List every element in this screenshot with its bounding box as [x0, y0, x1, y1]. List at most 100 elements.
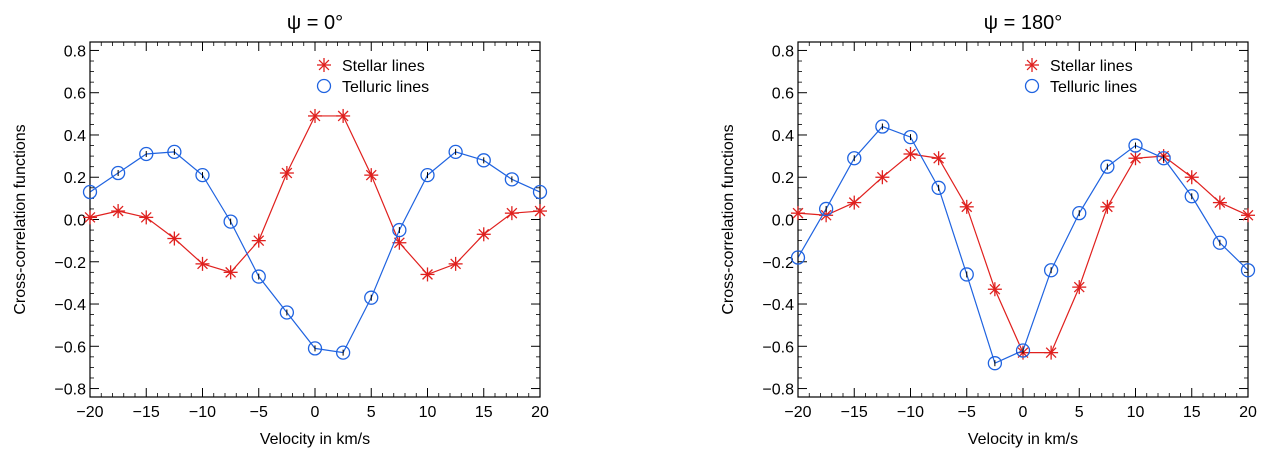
legend-marker-telluric-lines	[316, 78, 332, 94]
data-point-stellar-lines	[987, 282, 1002, 297]
data-point-stellar-lines	[931, 151, 946, 166]
x-tick-label: −15	[841, 404, 868, 421]
plot-frame	[89, 41, 541, 398]
data-point-telluric-lines	[875, 119, 890, 134]
data-point-stellar-lines	[420, 267, 435, 282]
x-tick-label: 15	[475, 404, 493, 421]
y-tick-label: 0.2	[772, 170, 794, 187]
data-point-stellar-lines	[195, 256, 210, 271]
series-stellar-lines	[83, 108, 547, 282]
data-point-stellar-lines	[1044, 345, 1059, 360]
chart-panel-psi-180: ψ = 180° −20 −15 −10 −5 0 5 10 15 20 −0.8 −0.6 −0.4 −…	[720, 12, 1257, 448]
x-tick-label: −20	[784, 404, 811, 421]
data-point-telluric-lines	[1015, 343, 1031, 358]
x-tick-label: 10	[419, 404, 437, 421]
legend-label-stellar-lines: Stellar lines	[342, 58, 425, 75]
y-axis-label: Cross-correlation functions	[720, 124, 737, 314]
data-point-stellar-lines	[279, 166, 294, 181]
y-tick-label: −0.8	[54, 382, 86, 399]
y-tick-label: −0.4	[54, 297, 86, 314]
data-point-telluric-lines	[903, 129, 918, 145]
series-telluric-lines	[790, 119, 1256, 371]
data-point-stellar-lines	[1241, 208, 1255, 223]
x-tick-label: 0	[1019, 404, 1028, 421]
data-point-stellar-lines	[83, 210, 97, 225]
x-tick-label: −5	[958, 404, 976, 421]
data-point-telluric-lines	[364, 290, 379, 305]
y-tick-label: −0.4	[762, 297, 794, 314]
data-point-stellar-lines	[364, 168, 379, 183]
chart-panel-psi-0: ψ = 0° −20 −15 −10 −5 0 5 10 15 20 −0.8 −0.6 −0.4 −0.…	[12, 12, 549, 448]
x-tick-label: 0	[311, 404, 320, 421]
x-tick-label: 5	[367, 404, 376, 421]
data-point-stellar-lines	[167, 231, 182, 246]
legend-label-stellar-lines: Stellar lines	[1050, 58, 1133, 75]
data-point-stellar-lines	[533, 204, 547, 219]
x-axis-label: Velocity in km/s	[968, 431, 1078, 448]
data-point-stellar-lines	[139, 210, 154, 225]
data-point-telluric-lines	[335, 345, 351, 360]
y-tick-label: −0.6	[54, 339, 86, 356]
y-tick-label: 0.4	[772, 128, 794, 145]
legend: Stellar lines Telluric lines	[316, 58, 429, 96]
series-line-stellar-lines	[797, 153, 1249, 354]
x-tick-label: 20	[1239, 404, 1257, 421]
series-telluric-lines	[82, 144, 548, 360]
data-point-telluric-lines	[1100, 159, 1115, 174]
data-point-stellar-lines	[448, 256, 463, 271]
data-point-stellar-lines	[903, 146, 918, 161]
data-point-stellar-lines	[111, 204, 126, 219]
data-point-stellar-lines	[336, 108, 351, 123]
x-tick-label: −20	[76, 404, 103, 421]
series-line-telluric-lines	[797, 125, 1249, 365]
data-point-telluric-lines	[847, 151, 862, 166]
data-point-stellar-lines	[847, 195, 862, 210]
y-tick-label: 0.2	[64, 170, 86, 187]
y-tick-label: 0.0	[772, 213, 794, 230]
chart-title: ψ = 0°	[287, 12, 343, 34]
data-point-stellar-lines	[476, 227, 491, 242]
x-tick-label: 10	[1127, 404, 1145, 421]
data-point-telluric-lines	[1156, 151, 1171, 166]
data-point-telluric-lines	[420, 167, 435, 183]
y-tick-label: 0.4	[64, 128, 86, 145]
data-point-telluric-lines	[1043, 263, 1059, 278]
y-tick-label: 0.0	[64, 213, 86, 230]
y-tick-label: −0.8	[762, 382, 794, 399]
x-tick-label: 15	[1183, 404, 1201, 421]
legend-marker-stellar-lines	[1025, 58, 1039, 72]
series-stellar-lines	[791, 146, 1255, 360]
data-point-telluric-lines	[139, 146, 154, 162]
data-point-stellar-lines	[251, 233, 266, 248]
data-point-stellar-lines	[1212, 195, 1227, 210]
data-point-telluric-lines	[392, 222, 407, 238]
data-point-telluric-lines	[790, 250, 806, 265]
chart-title: ψ = 180°	[984, 12, 1062, 34]
x-axis-label: Velocity in km/s	[260, 431, 370, 448]
data-point-stellar-lines	[875, 170, 890, 185]
data-point-telluric-lines	[223, 214, 238, 229]
data-point-stellar-lines	[959, 199, 974, 214]
data-point-telluric-lines	[82, 184, 98, 200]
y-tick-label: −0.2	[762, 255, 794, 272]
data-point-telluric-lines	[448, 144, 463, 160]
data-point-telluric-lines	[476, 153, 491, 168]
data-point-stellar-lines	[1128, 151, 1143, 166]
legend-marker-telluric-lines	[1024, 78, 1040, 94]
y-tick-label: 0.8	[64, 43, 86, 60]
y-tick-label: −0.2	[54, 255, 86, 272]
data-point-stellar-lines	[308, 108, 322, 123]
legend-label-telluric-lines: Telluric lines	[342, 79, 429, 96]
data-point-telluric-lines	[167, 144, 182, 160]
x-tick-label: 20	[531, 404, 549, 421]
data-point-stellar-lines	[1072, 280, 1087, 295]
x-tick-label: −10	[189, 404, 216, 421]
legend-label-telluric-lines: Telluric lines	[1050, 79, 1137, 96]
data-point-stellar-lines	[223, 265, 238, 280]
series-line-telluric-lines	[89, 151, 541, 354]
y-axis-label: Cross-correlation functions	[12, 124, 29, 314]
data-point-telluric-lines	[307, 341, 323, 356]
data-point-telluric-lines	[1128, 138, 1143, 153]
data-point-telluric-lines	[110, 165, 126, 181]
data-point-telluric-lines	[818, 201, 834, 217]
